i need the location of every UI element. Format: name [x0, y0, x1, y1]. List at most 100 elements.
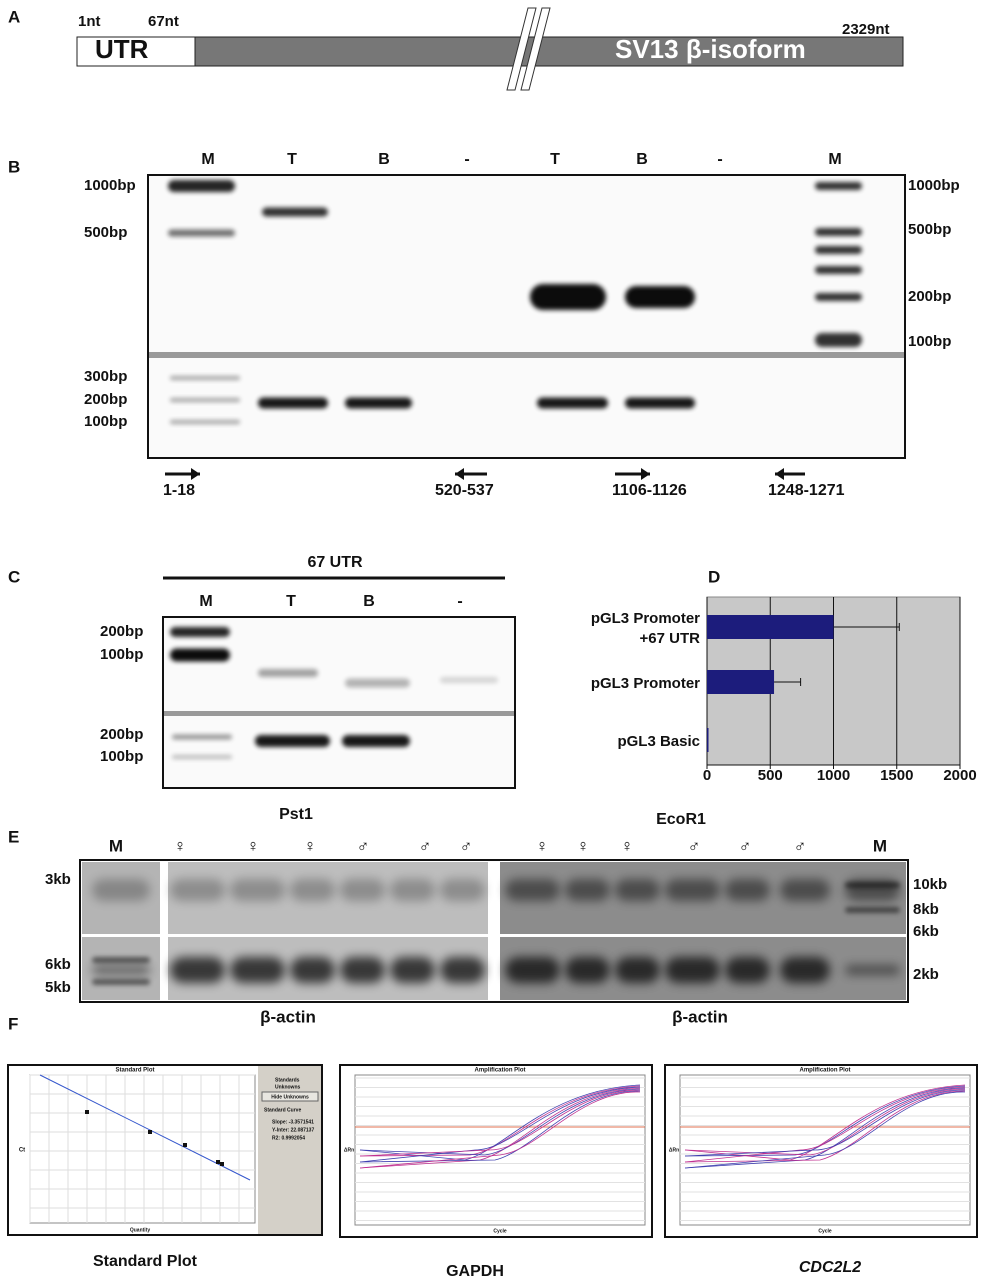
side-panel	[258, 1066, 321, 1234]
gel-band	[440, 677, 498, 683]
lane-label: ♀	[304, 836, 317, 855]
gel-band	[815, 293, 862, 301]
loading-control-label: β-actin	[672, 1007, 728, 1026]
primer-arrow-head	[641, 468, 650, 480]
curve	[359, 1086, 641, 1163]
gel-band	[345, 678, 410, 688]
x-tick-label: 500	[758, 767, 783, 784]
caption: CDC2L2	[799, 1259, 861, 1276]
gel-band	[537, 397, 608, 409]
label: Slope: -3.3571541	[272, 1119, 314, 1125]
label: 2329nt	[842, 21, 890, 38]
panel-title: 67 UTR	[307, 554, 363, 571]
lane-label: -	[464, 151, 469, 168]
gel-band	[815, 266, 862, 274]
gel-band	[262, 207, 328, 217]
gel-band	[530, 284, 606, 310]
gel-band	[665, 879, 720, 901]
primer-label: 520-537	[435, 482, 494, 499]
gel-band	[172, 755, 232, 759]
lane-label: ♂	[739, 836, 752, 855]
x-tick-label: 1000	[817, 767, 850, 784]
gel-band	[345, 397, 412, 409]
lane-label: -	[717, 151, 722, 168]
gel-band	[258, 669, 318, 677]
curve	[684, 1091, 966, 1169]
gel-band	[172, 734, 232, 740]
x-tick-label: 0	[703, 767, 711, 784]
label: Hide Unknowns	[271, 1094, 309, 1100]
curve	[684, 1085, 966, 1157]
panel-letter: D	[708, 567, 720, 586]
size-marker: 10kb	[913, 876, 947, 893]
lane-label: T	[286, 593, 296, 610]
lane-label: ♂	[460, 836, 473, 855]
x-tick-label: 2000	[943, 767, 976, 784]
plot-area	[29, 1074, 256, 1224]
label: Standard Plot	[115, 1068, 154, 1074]
gel-band	[725, 957, 770, 983]
gel-band	[565, 879, 610, 901]
gel-divider	[149, 352, 904, 358]
enzyme-label: Pst1	[279, 806, 313, 823]
primer-label: 1248-1271	[768, 482, 845, 499]
lane-label: B	[378, 151, 390, 168]
label: Amplification Plot	[800, 1068, 851, 1074]
panel-letter: A	[8, 7, 20, 26]
enzyme-label: EcoR1	[656, 811, 706, 828]
size-marker: 500bp	[84, 224, 127, 241]
lane-label: T	[287, 151, 297, 168]
gel-band	[255, 735, 330, 747]
primer-label: 1106-1126	[612, 482, 687, 499]
lane-label: B	[363, 593, 375, 610]
curve	[684, 1086, 966, 1163]
gel-band	[170, 420, 240, 424]
gel-band	[815, 246, 862, 254]
gel-band	[230, 957, 285, 983]
label: Cycle	[818, 1228, 832, 1234]
panel-letter: C	[8, 567, 20, 586]
label: UTR	[95, 34, 149, 64]
lane-label: ♂	[794, 836, 807, 855]
gel-band	[565, 957, 610, 983]
gel-band	[625, 286, 695, 308]
label: 67nt	[148, 13, 179, 30]
size-marker: 2kb	[913, 966, 939, 983]
gel-band	[170, 627, 230, 637]
curve	[359, 1089, 641, 1157]
size-marker: 1000bp	[908, 177, 960, 194]
size-marker: 200bp	[908, 288, 951, 305]
gel-band	[440, 957, 485, 983]
label: Standards	[275, 1077, 300, 1083]
lane-label: M	[828, 151, 841, 168]
label: Cycle	[493, 1228, 507, 1234]
lane-label: ♀	[577, 836, 590, 855]
gel-band	[505, 879, 560, 901]
curve	[684, 1090, 966, 1163]
lane-label: -	[457, 593, 462, 610]
gel-band	[845, 882, 900, 888]
gel-band	[615, 879, 660, 901]
curve	[359, 1090, 641, 1163]
label: ΔRn	[344, 1147, 354, 1153]
gel-band	[92, 979, 150, 985]
gel-band	[170, 957, 225, 983]
bar	[707, 728, 709, 752]
point	[148, 1130, 152, 1134]
size-marker: 500bp	[908, 221, 951, 238]
utr-region	[76, 36, 196, 67]
size-marker: 100bp	[100, 748, 143, 765]
lane-label: ♂	[419, 836, 432, 855]
gel-band	[168, 229, 235, 237]
y-tick-label: pGL3 Promoter +67 UTR	[590, 610, 700, 647]
size-marker: 1000bp	[84, 177, 136, 194]
caption: GAPDH	[446, 1263, 504, 1280]
panel-letter: F	[8, 1014, 18, 1033]
lane-label: M	[199, 593, 212, 610]
size-marker: 5kb	[45, 979, 71, 996]
gel-band	[170, 648, 230, 662]
gel-band	[170, 879, 225, 901]
category-label-box: pGL3 Promoter	[591, 675, 700, 692]
point	[183, 1143, 187, 1147]
